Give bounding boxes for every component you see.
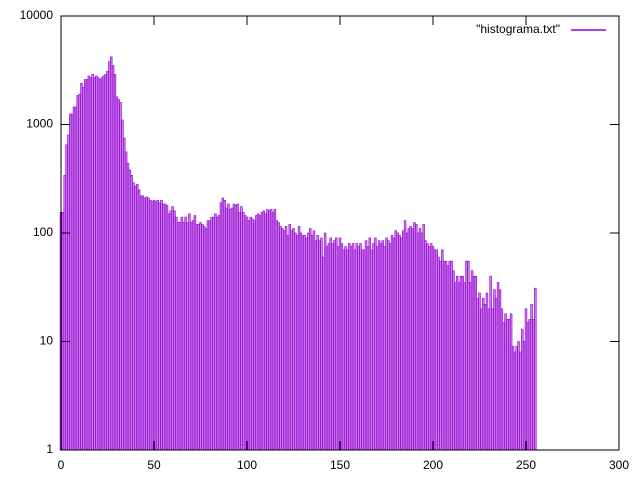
x-tick-label: 0 — [58, 458, 65, 472]
y-tick-label: 10000 — [20, 8, 54, 22]
x-tick-label: 200 — [423, 458, 443, 472]
x-tick-label: 300 — [609, 458, 629, 472]
y-tick-label: 100 — [33, 225, 53, 239]
legend-label: "histograma.txt" — [476, 22, 560, 36]
y-tick-label: 10 — [40, 334, 54, 348]
y-tick-label: 1000 — [26, 117, 53, 131]
x-tick-label: 100 — [237, 458, 257, 472]
y-tick-label: 1 — [46, 442, 53, 456]
x-tick-label: 250 — [516, 458, 536, 472]
bar — [534, 287, 537, 451]
x-tick-label: 50 — [147, 458, 161, 472]
x-tick-label: 150 — [330, 458, 350, 472]
